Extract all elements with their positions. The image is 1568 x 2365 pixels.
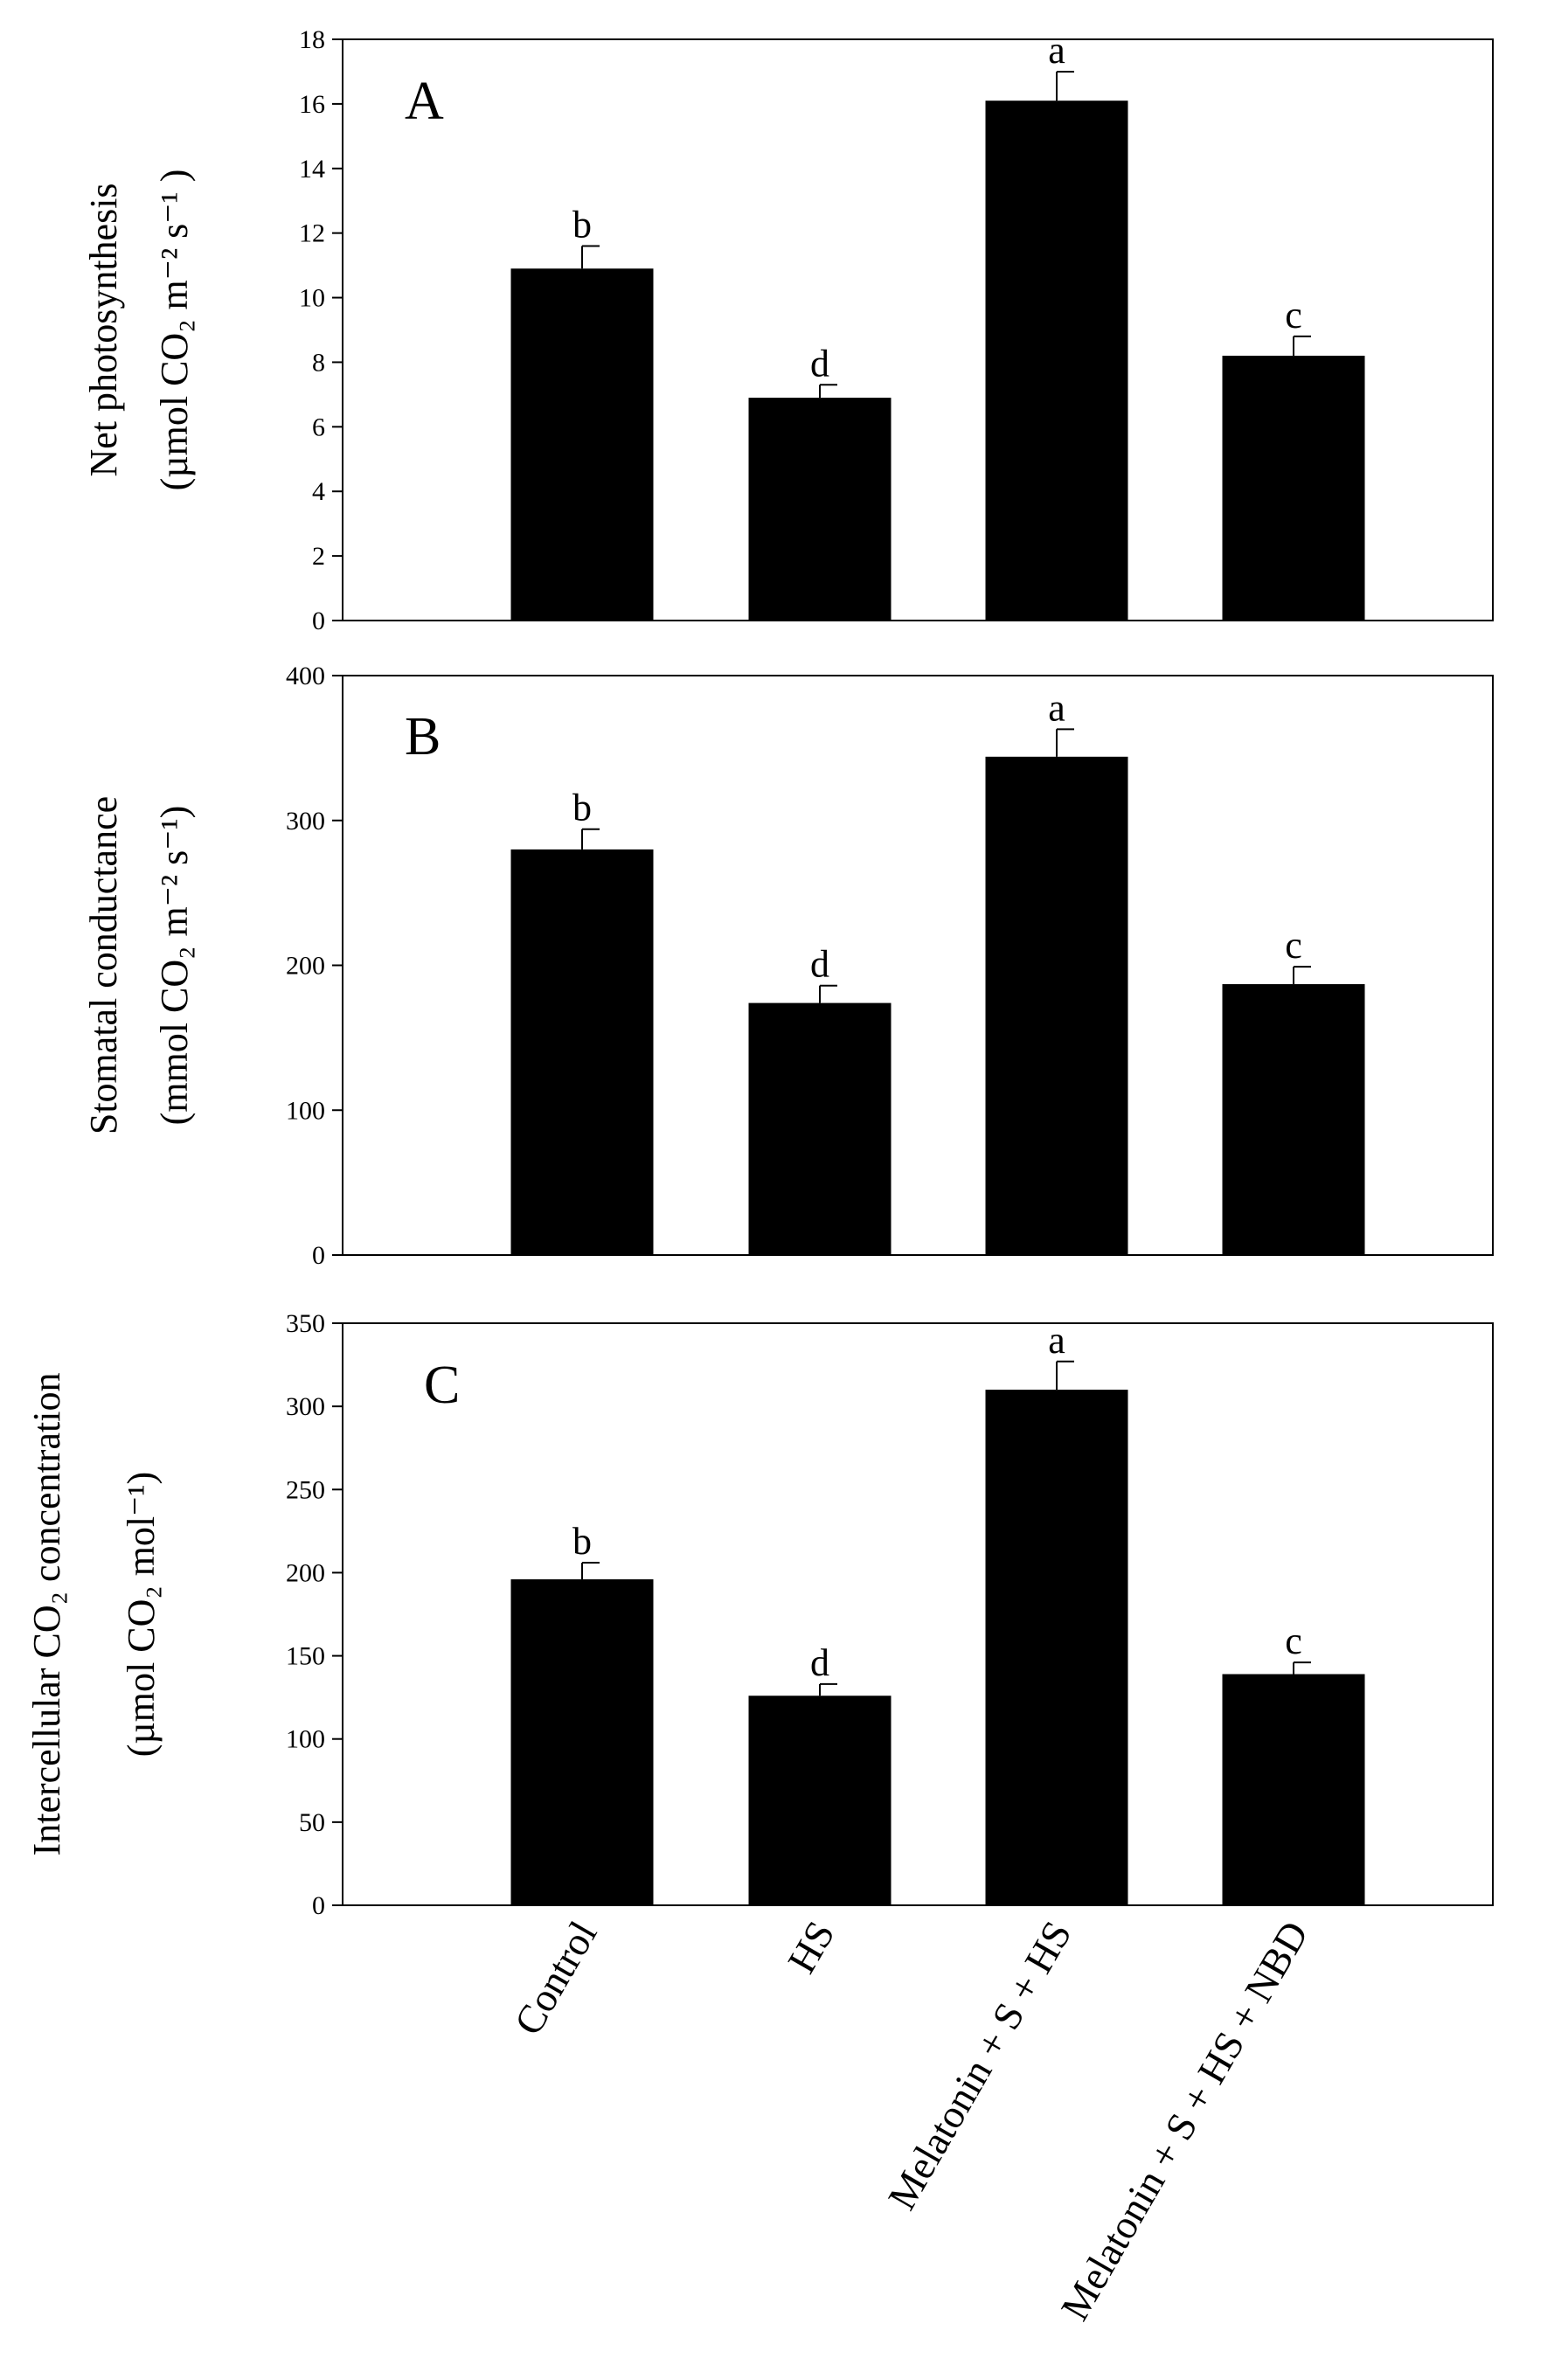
y-tick-label: 6	[312, 413, 325, 441]
y-tick-label: 16	[299, 90, 325, 119]
y-tick-label: 400	[286, 662, 325, 690]
bar-control	[510, 1579, 654, 1905]
x-category-label: Control	[505, 1914, 605, 2042]
bar-melatonin-s-hs-nbd	[1222, 356, 1365, 621]
significance-letter: a	[1048, 686, 1065, 729]
x-category-label: Melatonin + S + HS + NBD	[1052, 1914, 1317, 2328]
y-axis-label: (mmol CO₂ m⁻² s⁻¹)	[153, 806, 196, 1126]
y-axis-label: Stomatal conductance	[82, 796, 125, 1134]
significance-letter: d	[810, 943, 829, 986]
y-tick-label: 10	[299, 284, 325, 313]
y-tick-label: 8	[312, 348, 325, 377]
plot-frame	[342, 1322, 1494, 1906]
bar-melatonin-s-hs	[985, 1390, 1128, 1905]
y-tick-label: 0	[312, 607, 325, 635]
y-tick-label: 300	[286, 1392, 325, 1421]
y-tick-label: 4	[312, 477, 325, 506]
bar-hs	[748, 1002, 892, 1255]
bar-melatonin-s-hs-nbd	[1222, 1674, 1365, 1905]
y-axis-label: (µmol CO₂ mol⁻¹)	[120, 1472, 163, 1757]
significance-letter: c	[1285, 924, 1302, 967]
significance-letter: b	[572, 787, 592, 829]
significance-letter: d	[810, 1641, 829, 1684]
bar-control	[510, 849, 654, 1255]
y-axis-label: (µmol CO₂ m⁻² s⁻¹ )	[153, 170, 196, 491]
significance-letter: a	[1048, 1319, 1065, 1362]
panel-letter: B	[405, 707, 441, 766]
y-tick-label: 300	[286, 807, 325, 836]
y-tick-label: 14	[299, 155, 325, 184]
significance-letter: a	[1048, 29, 1065, 72]
y-tick-label: 100	[286, 1096, 325, 1125]
bar-melatonin-s-hs	[985, 101, 1128, 621]
y-tick-label: 350	[286, 1309, 325, 1338]
bar-hs	[748, 1696, 892, 1905]
panel-letter: C	[424, 1356, 460, 1415]
bar-control	[510, 268, 654, 621]
chart-panel-b: 0 100 200 300 400 b d a c B Stomatal conductance (m…	[82, 662, 1494, 1270]
y-tick-label: 250	[286, 1475, 325, 1504]
significance-letter: c	[1285, 294, 1302, 336]
chart-panel-c: 0 50 100 150 200 250 300 350 b d a c C Intercellular …	[25, 1309, 1494, 1920]
y-tick-label: 12	[299, 219, 325, 248]
y-tick-label: 200	[286, 1558, 325, 1587]
plot-frame	[342, 38, 1494, 621]
bar-melatonin-s-hs	[985, 756, 1128, 1255]
y-axis-label: Net photosynthesis	[82, 183, 125, 476]
y-tick-label: 200	[286, 952, 325, 981]
x-category-label: Melatonin + S + HS	[879, 1914, 1080, 2217]
bar-hs	[748, 398, 892, 621]
y-tick-label: 100	[286, 1725, 325, 1754]
significance-letter: c	[1285, 1619, 1302, 1662]
y-tick-label: 18	[299, 25, 325, 54]
x-category-label: HS	[779, 1914, 843, 1980]
y-axis-label: Intercellular CO₂ concentration	[25, 1373, 68, 1856]
significance-letter: d	[810, 342, 829, 385]
y-tick-label: 0	[312, 1891, 325, 1920]
panel-letter: A	[405, 72, 444, 131]
y-tick-label: 0	[312, 1241, 325, 1270]
chart-panel-a: 0 2 4 6 8 10 12 14 16 18 b d a c A Net photosynthesis (µ…	[82, 25, 1494, 635]
significance-letter: b	[572, 203, 592, 246]
y-tick-label: 150	[286, 1642, 325, 1671]
y-tick-label: 50	[299, 1808, 325, 1837]
y-tick-label: 2	[312, 542, 325, 571]
significance-letter: b	[572, 1520, 592, 1563]
bar-melatonin-s-hs-nbd	[1222, 984, 1365, 1255]
